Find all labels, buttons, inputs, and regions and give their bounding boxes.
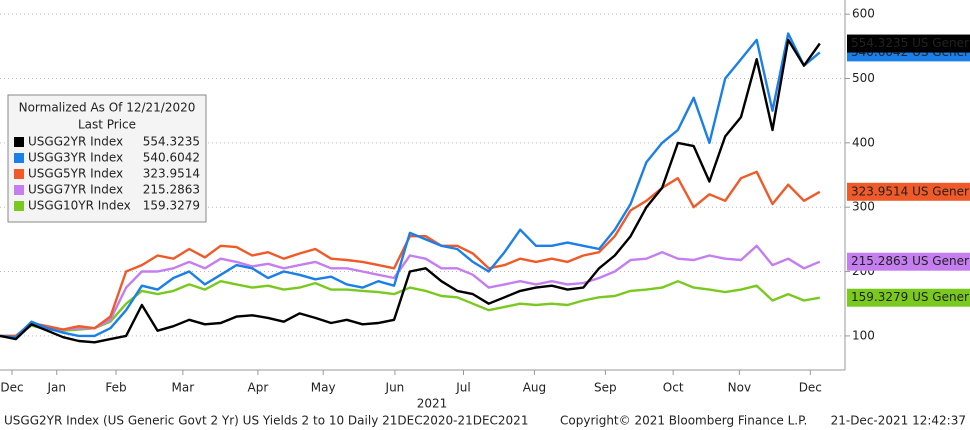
end-label: 215.2863 US Generi xyxy=(851,254,970,268)
legend-value: 554.3235 xyxy=(143,135,200,149)
footer-mid: Copyright© 2021 Bloomberg Finance L.P. xyxy=(560,414,807,428)
x-tick-label: Oct xyxy=(663,381,684,395)
y-tick-label: 500 xyxy=(852,71,875,85)
series-line xyxy=(0,38,821,344)
legend-name: USGG3YR Index xyxy=(28,151,123,165)
end-label-box xyxy=(847,182,970,201)
legend-name: USGG5YR Index xyxy=(28,167,123,181)
legend-title: Normalized As Of 12/21/2020 xyxy=(19,101,196,115)
series-line xyxy=(0,32,821,339)
legend-value: 159.3279 xyxy=(143,199,200,213)
legend-value: 215.2863 xyxy=(143,183,200,197)
legend-swatch xyxy=(14,137,24,147)
series-line xyxy=(0,244,821,338)
legend-swatch xyxy=(14,185,24,195)
x-tick-label: Mar xyxy=(172,381,195,395)
legend-value: 323.9514 xyxy=(143,167,200,181)
end-label: 159.3279 US Generi xyxy=(851,290,970,304)
y-tick-label: 600 xyxy=(852,7,875,21)
y-tick-label: 100 xyxy=(852,328,875,342)
x-tick-label: May xyxy=(311,381,336,395)
legend-subtitle: Last Price xyxy=(78,118,136,132)
legend-value: 540.6042 xyxy=(143,151,200,165)
legend-name: USGG10YR Index xyxy=(28,199,131,213)
x-tick-label: Jun xyxy=(385,381,405,395)
x-tick-label: Feb xyxy=(105,381,126,395)
legend-name: USGG2YR Index xyxy=(28,135,123,149)
legend-swatch xyxy=(14,201,24,211)
legend-name: USGG7YR Index xyxy=(28,183,123,197)
end-label: 323.9514 US Generi xyxy=(851,184,970,198)
x-axis-label: 2021 xyxy=(417,397,448,411)
legend-box xyxy=(7,94,207,223)
end-label: 554.3235 US Generi xyxy=(851,36,970,50)
plot xyxy=(0,13,845,344)
footer-left: USGG2YR Index (US Generic Govt 2 Yr) US … xyxy=(4,414,528,428)
x-tick-label: Jan xyxy=(47,381,67,395)
x-tick-label: Jul xyxy=(455,381,470,395)
x-tick-label: Aug xyxy=(523,381,546,395)
end-label-box xyxy=(847,252,970,271)
y-tick-label: 400 xyxy=(852,135,875,149)
legend-swatch xyxy=(14,153,24,163)
x-tick-label: Sep xyxy=(594,381,617,395)
legend-swatch xyxy=(14,169,24,179)
x-tick-label: Dec xyxy=(0,381,23,395)
footer-right: 21-Dec-2021 12:42:37 xyxy=(831,414,966,428)
x-tick-label: Apr xyxy=(248,381,269,395)
end-label-box xyxy=(847,34,970,53)
end-label-box xyxy=(847,288,970,307)
y-tick-label: 300 xyxy=(852,200,875,214)
x-tick-label: Dec xyxy=(799,381,822,395)
x-tick-label: Nov xyxy=(728,381,751,395)
